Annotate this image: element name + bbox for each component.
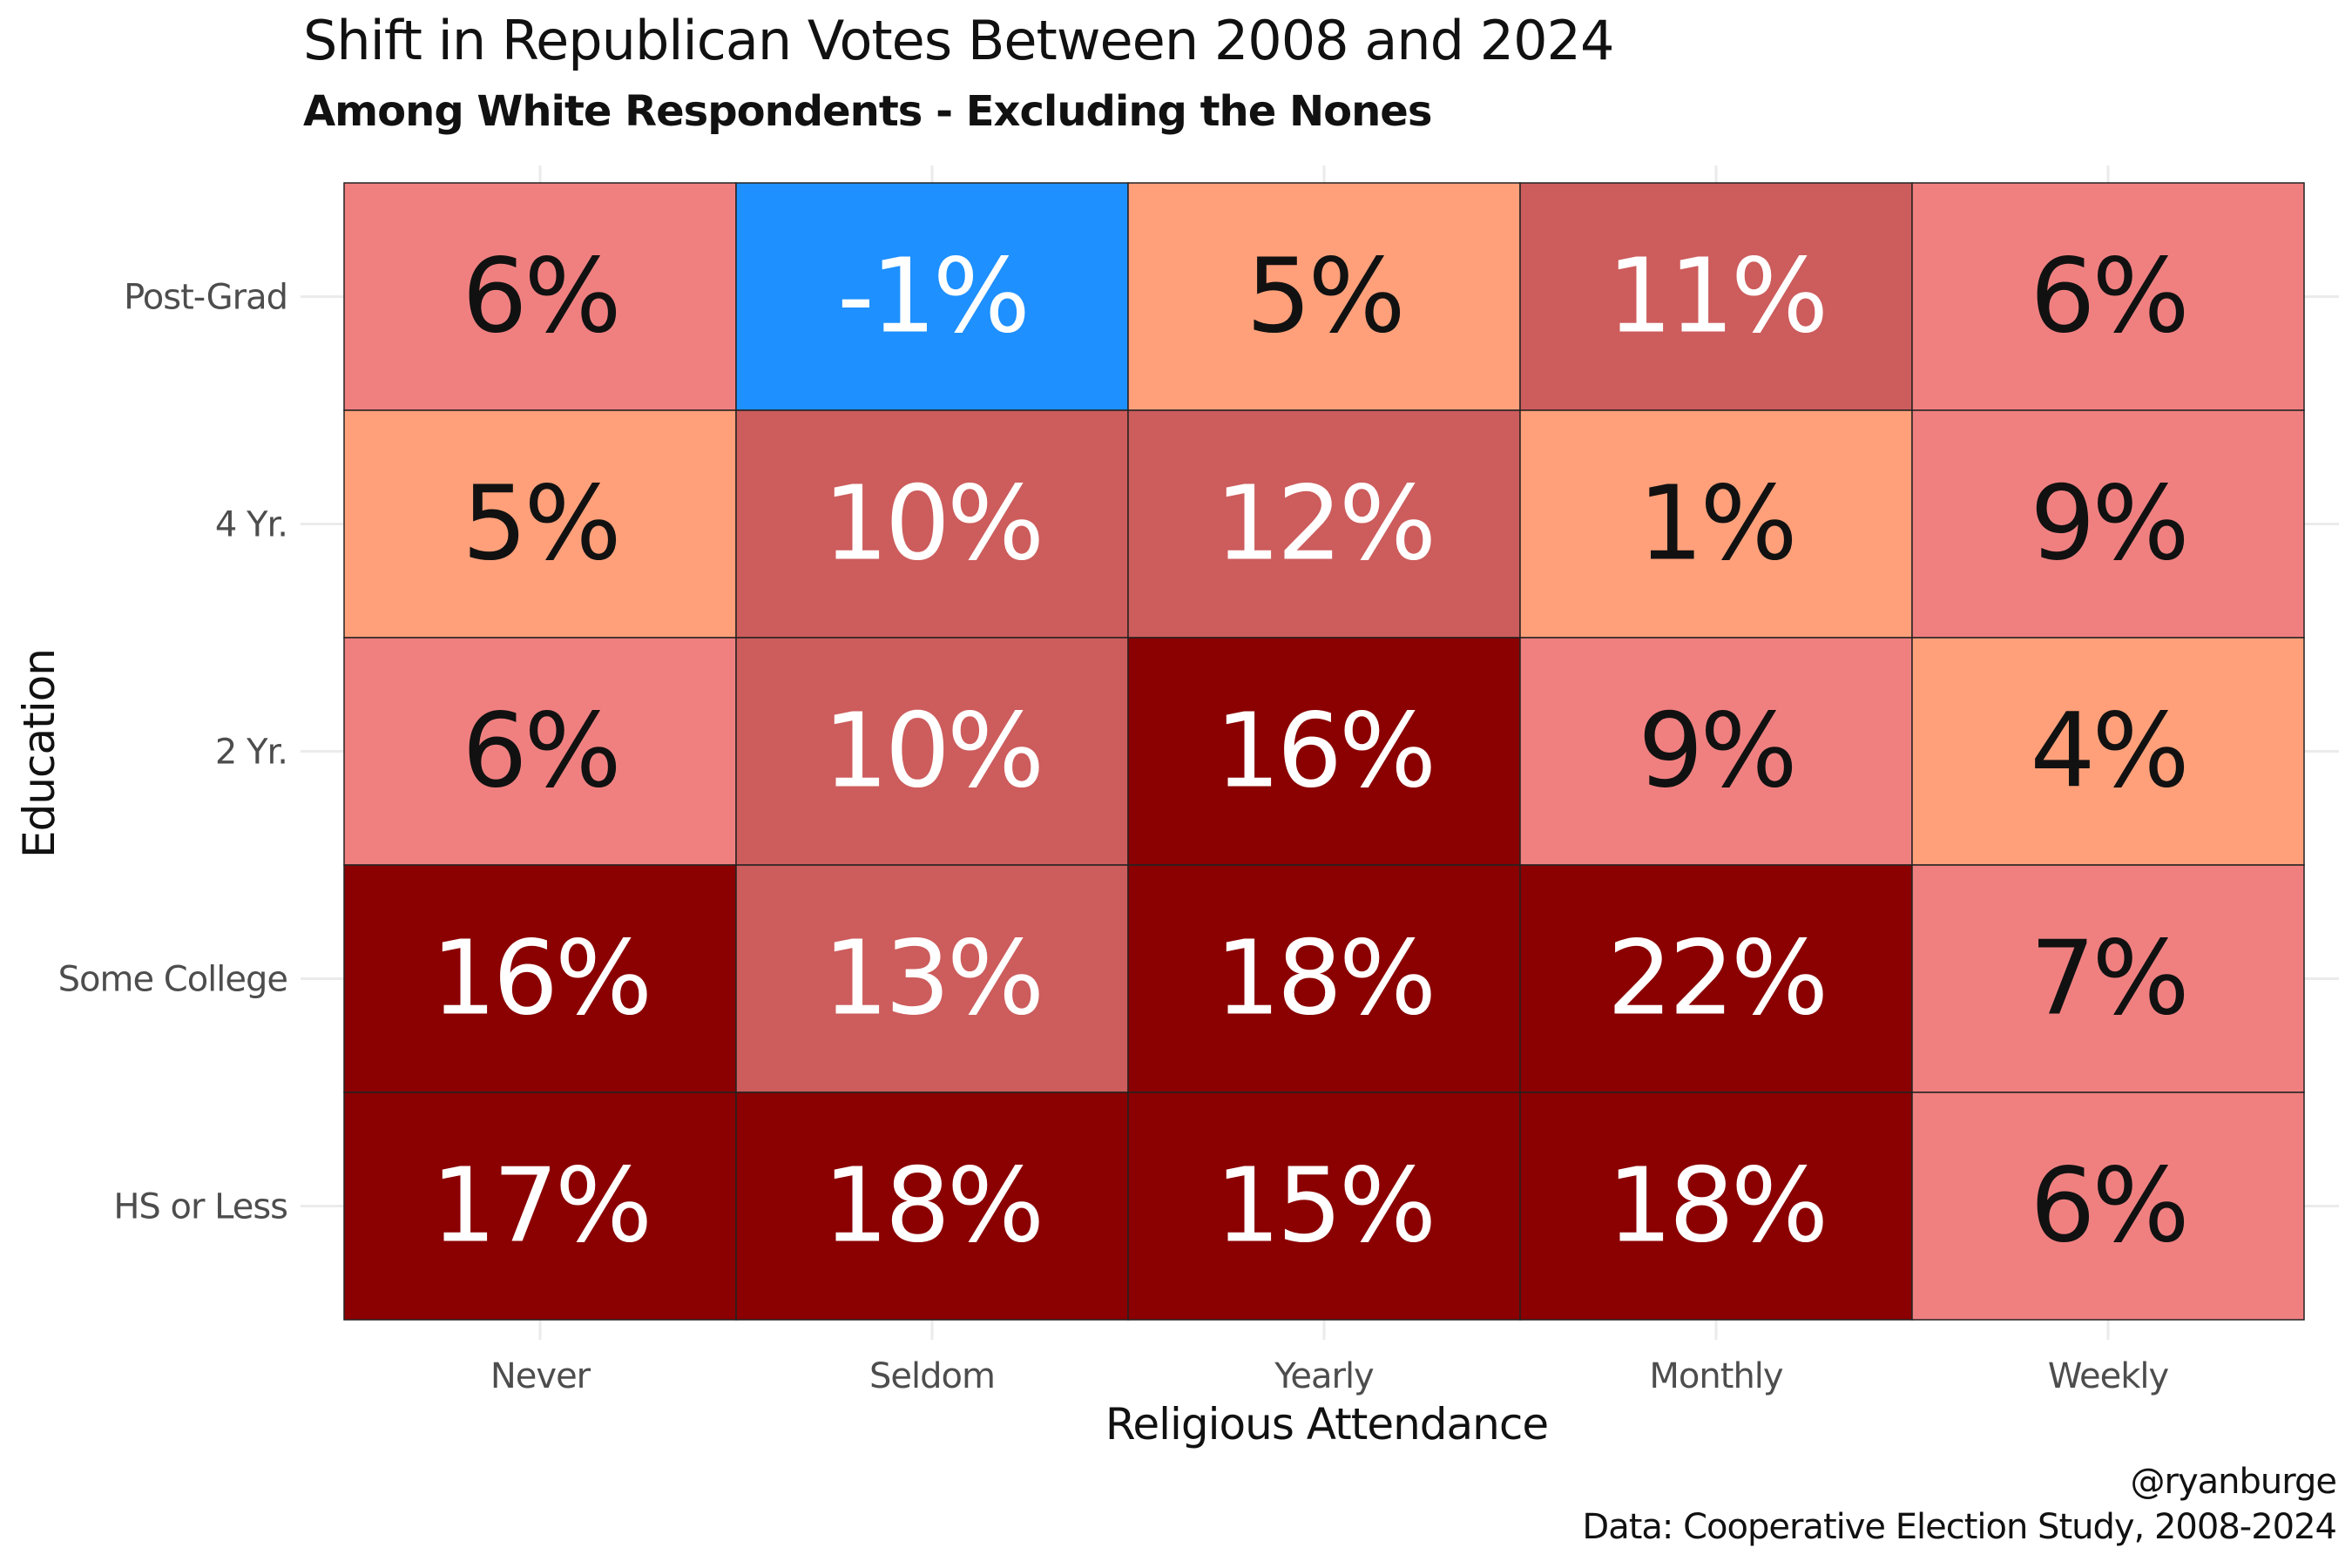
cell-label-some-college-yearly: 18% xyxy=(1215,918,1433,1038)
cell-label-hs-or-less-weekly: 6% xyxy=(2030,1146,2186,1266)
cell-label-some-college-monthly: 22% xyxy=(1607,918,1825,1038)
x-tick-monthly: Monthly xyxy=(1649,1356,1782,1396)
chart-title: Shift in Republican Votes Between 2008 a… xyxy=(303,9,1614,72)
y-tick-hs-or-less: HS or Less xyxy=(113,1187,287,1227)
heatmap-cell-2-yr-weekly xyxy=(1911,637,2305,866)
cell-label-2-yr-weekly: 4% xyxy=(2030,691,2186,811)
cell-label-4-yr-weekly: 9% xyxy=(2030,463,2186,584)
cell-label-2-yr-never: 6% xyxy=(462,691,618,811)
x-axis-title: Religious Attendance xyxy=(1105,1399,1548,1450)
cell-label-2-yr-yearly: 16% xyxy=(1215,691,1433,811)
heatmap-cell-4-yr-never xyxy=(343,409,737,639)
heatmap-cell-2-yr-never xyxy=(343,637,737,866)
cell-label-hs-or-less-yearly: 15% xyxy=(1215,1146,1433,1266)
heatmap-cell-some-college-seldom xyxy=(735,864,1129,1093)
y-axis-title: Education xyxy=(14,649,64,858)
cell-label-4-yr-yearly: 12% xyxy=(1215,463,1433,584)
x-tick-weekly: Weekly xyxy=(2048,1356,2169,1396)
cell-label-post-grad-monthly: 11% xyxy=(1607,236,1825,356)
heatmap-cell-4-yr-monthly xyxy=(1519,409,1913,639)
heatmap-cell-some-college-weekly xyxy=(1911,864,2305,1093)
cell-label-some-college-seldom: 13% xyxy=(823,918,1041,1038)
heatmap-cell-some-college-yearly xyxy=(1127,864,1521,1093)
caption-author: @ryanburge xyxy=(2130,1462,2337,1502)
cell-label-hs-or-less-seldom: 18% xyxy=(823,1146,1041,1266)
cell-label-post-grad-weekly: 6% xyxy=(2030,236,2186,356)
y-tick-2-yr: 2 Yr. xyxy=(215,733,287,773)
y-tick-4-yr: 4 Yr. xyxy=(215,505,287,545)
y-tick-some-college: Some College xyxy=(58,960,287,1000)
heatmap-cell-hs-or-less-yearly xyxy=(1127,1092,1521,1321)
heatmap-cell-some-college-never xyxy=(343,864,737,1093)
cell-label-post-grad-never: 6% xyxy=(462,236,618,356)
x-tick-seldom: Seldom xyxy=(869,1356,995,1396)
cell-label-post-grad-seldom: -1% xyxy=(837,236,1027,356)
chart-subtitle: Among White Respondents - Excluding the … xyxy=(303,87,1432,136)
heatmap-cell-some-college-monthly xyxy=(1519,864,1913,1093)
heatmap-cell-post-grad-yearly xyxy=(1127,182,1521,411)
heatmap-cell-hs-or-less-weekly xyxy=(1911,1092,2305,1321)
heatmap-cell-2-yr-yearly xyxy=(1127,637,1521,866)
cell-label-some-college-weekly: 7% xyxy=(2030,918,2186,1038)
cell-value-labels: 6% -1% 5% 11% 6% 5% 10% 12% 1% 9% 6% 10% 16% 9% 4% 16% 1… xyxy=(431,236,2190,1266)
caption-source: Data: Cooperative Election Study, 2008-2… xyxy=(1582,1507,2337,1547)
heatmap-cell-hs-or-less-never xyxy=(343,1092,737,1321)
heatmap-cell-post-grad-monthly xyxy=(1519,182,1913,411)
heatmap-cell-2-yr-monthly xyxy=(1519,637,1913,866)
cell-label-some-college-never: 16% xyxy=(431,918,649,1038)
x-tick-yearly: Yearly xyxy=(1274,1356,1374,1396)
heatmap-cell-2-yr-seldom xyxy=(735,637,1129,866)
x-tick-never: Never xyxy=(490,1356,591,1396)
heatmap-cell-post-grad-weekly xyxy=(1911,182,2305,411)
heatmap-cell-4-yr-weekly xyxy=(1911,409,2305,639)
cell-label-4-yr-never: 5% xyxy=(462,463,618,584)
axis-tick-labels: Never Seldom Yearly Monthly Weekly Post-Grad 4… xyxy=(58,278,2170,1397)
cell-label-4-yr-monthly: 1% xyxy=(1638,463,1794,584)
cell-label-2-yr-seldom: 10% xyxy=(823,691,1041,811)
cell-label-post-grad-yearly: 5% xyxy=(1246,236,1402,356)
chart-caption: @ryanburge Data: Cooperative Election St… xyxy=(1582,1459,2337,1550)
cell-label-4-yr-seldom: 10% xyxy=(823,463,1041,584)
cell-label-hs-or-less-never: 17% xyxy=(431,1146,649,1266)
heatmap-cells xyxy=(343,182,2305,1321)
y-tick-post-grad: Post-Grad xyxy=(124,278,287,318)
heatmap-cell-hs-or-less-seldom xyxy=(735,1092,1129,1321)
heatmap-cell-4-yr-seldom xyxy=(735,409,1129,639)
heatmap-cell-post-grad-never xyxy=(343,182,737,411)
cell-label-2-yr-monthly: 9% xyxy=(1638,691,1794,811)
cell-label-hs-or-less-monthly: 18% xyxy=(1607,1146,1825,1266)
